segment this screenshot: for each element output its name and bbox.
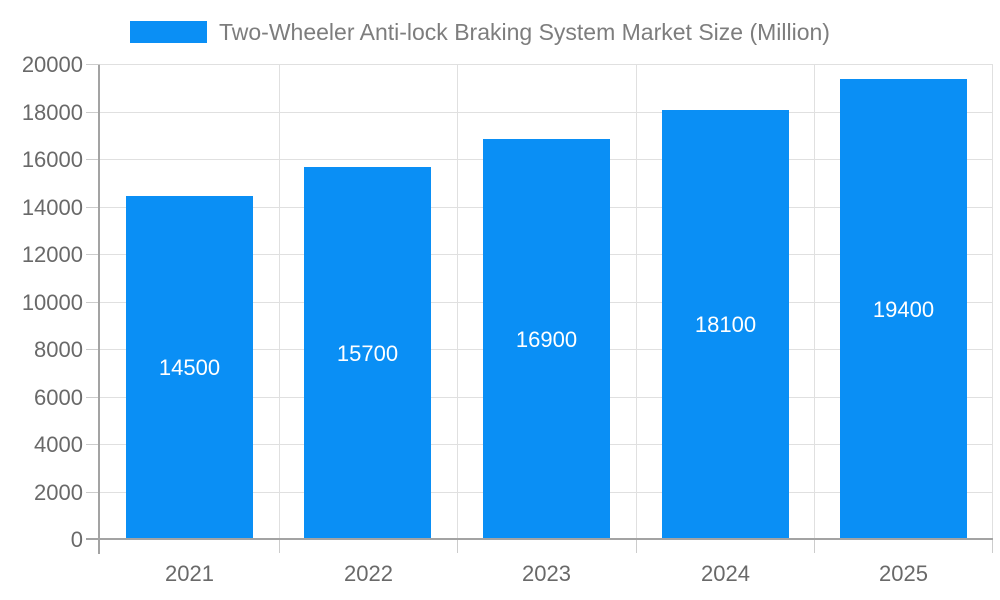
x-gridline	[636, 65, 637, 540]
y-tick-label: 14000	[21, 195, 83, 220]
x-gridline	[992, 65, 993, 540]
y-tick-mark	[86, 159, 100, 160]
x-gridline	[279, 65, 280, 540]
chart-legend: Two-Wheeler Anti-lock Braking System Mar…	[130, 20, 830, 44]
x-gridline	[457, 65, 458, 540]
bar: 19400	[840, 79, 967, 540]
x-tick-label: 2022	[344, 561, 393, 586]
y-tick-mark	[86, 492, 100, 493]
bar: 14500	[126, 196, 253, 540]
bar: 15700	[304, 167, 431, 540]
y-tick-label: 8000	[34, 337, 83, 362]
plot-area: 0 2000 4000 6000 8000 10000 12000 14000 16000 180…	[22, 54, 993, 586]
bar-value-label: 19400	[872, 296, 935, 322]
y-tick-label: 4000	[34, 432, 83, 457]
legend-label: Two-Wheeler Anti-lock Braking System Mar…	[219, 19, 830, 45]
x-tick-label: 2024	[701, 561, 750, 586]
x-axis-line	[86, 538, 993, 540]
y-axis-line	[98, 65, 100, 554]
y-tick-mark	[86, 444, 100, 445]
bar-value-label: 14500	[158, 355, 221, 380]
bar-value-label: 18100	[694, 312, 757, 337]
y-tick-label: 20000	[21, 52, 83, 77]
bar: 18100	[662, 110, 789, 540]
y-tick-mark	[86, 302, 100, 303]
x-gridline	[814, 65, 815, 540]
x-tick-label: 2021	[165, 561, 214, 586]
bar-value-label: 16900	[515, 326, 578, 352]
x-tick-mark	[814, 540, 815, 553]
y-tick-mark	[86, 64, 100, 65]
y-tick-label: 18000	[21, 100, 83, 125]
y-tick-label: 2000	[34, 480, 83, 505]
y-tick-label: 16000	[21, 147, 83, 172]
y-tick-label: 12000	[21, 242, 83, 267]
x-tick-mark	[279, 540, 280, 553]
x-tick-mark	[636, 540, 637, 553]
y-tick-mark	[86, 254, 100, 255]
y-tick-label: 0	[70, 527, 83, 552]
y-tick-mark	[86, 207, 100, 208]
y-tick-label: 10000	[21, 290, 83, 315]
y-tick-label: 6000	[34, 385, 83, 410]
x-tick-label: 2023	[522, 561, 571, 586]
bar: 16900	[483, 139, 610, 540]
y-gridline	[100, 64, 993, 65]
y-gridline	[100, 112, 993, 113]
y-tick-mark	[86, 349, 100, 350]
y-tick-mark	[86, 397, 100, 398]
x-tick-label: 2025	[879, 561, 928, 586]
y-tick-mark	[86, 112, 100, 113]
bar-value-label: 15700	[336, 340, 399, 366]
x-tick-mark	[457, 540, 458, 553]
x-tick-mark	[992, 540, 993, 553]
legend-color-swatch	[130, 21, 207, 43]
